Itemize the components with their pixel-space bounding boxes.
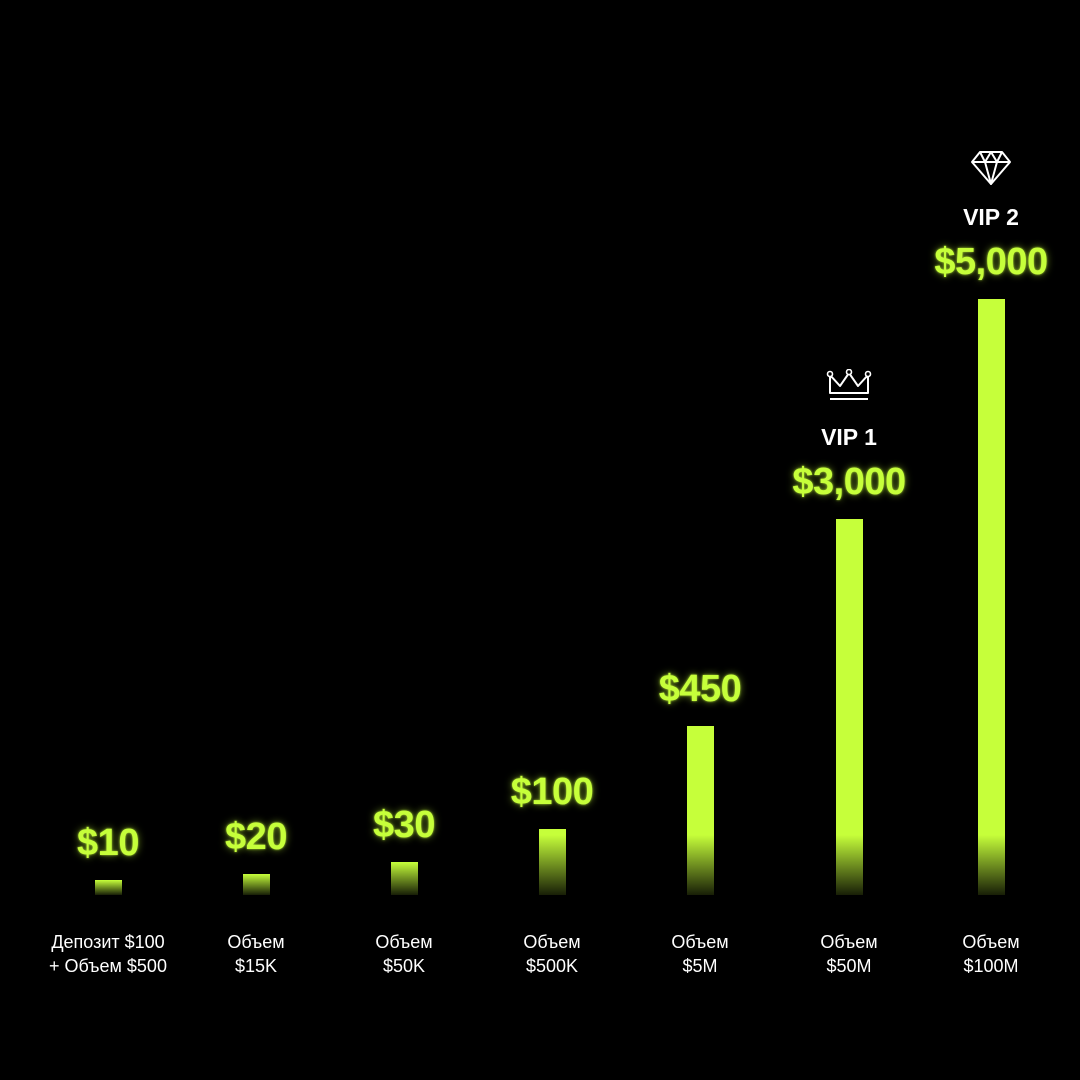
category-label-line: Объем <box>671 932 729 952</box>
tier-label: VIP 2 <box>963 204 1019 230</box>
data-label: $30 <box>373 804 435 846</box>
data-label: $5,000 <box>934 241 1048 283</box>
category-label: Объем $5M <box>671 930 728 978</box>
category-label-line: $5M <box>682 956 718 976</box>
category-label: Объем $50M <box>820 930 877 978</box>
bar <box>390 862 418 895</box>
category-label-line: $500K <box>525 956 579 976</box>
bar <box>835 519 863 895</box>
category-label-line: Объем <box>820 932 878 952</box>
category-label-line: $100M <box>963 956 1019 976</box>
tier-label: VIP 1 <box>821 424 877 450</box>
data-label: $10 <box>77 822 139 864</box>
bar <box>977 299 1005 895</box>
bar <box>538 829 566 895</box>
category-label-line: Депозит $100 <box>51 932 165 952</box>
category-label: Депозит $100 + Объем $500 <box>49 930 167 978</box>
category-label: Объем $50K <box>375 930 432 978</box>
crown-icon <box>825 368 873 408</box>
category-label: Объем $500K <box>523 930 580 978</box>
category-label-line: $50K <box>382 956 426 976</box>
bar <box>94 880 122 895</box>
bar <box>242 874 270 895</box>
category-label-line: Объем <box>523 932 581 952</box>
category-label-line: $15K <box>234 956 278 976</box>
data-label: $20 <box>225 816 287 858</box>
bar <box>686 726 714 895</box>
category-label: Объем $100M <box>962 930 1019 978</box>
category-label: Объем $15K <box>227 930 284 978</box>
data-label: $100 <box>510 771 594 813</box>
category-label-line: Объем <box>227 932 285 952</box>
category-label-line: Объем <box>962 932 1020 952</box>
category-label-line: $50M <box>826 956 872 976</box>
data-label: $3,000 <box>792 461 906 503</box>
category-label-line: Объем <box>375 932 433 952</box>
diamond-icon <box>969 149 1013 192</box>
category-label-line: + Объем $500 <box>49 956 167 976</box>
data-label: $450 <box>658 668 742 710</box>
